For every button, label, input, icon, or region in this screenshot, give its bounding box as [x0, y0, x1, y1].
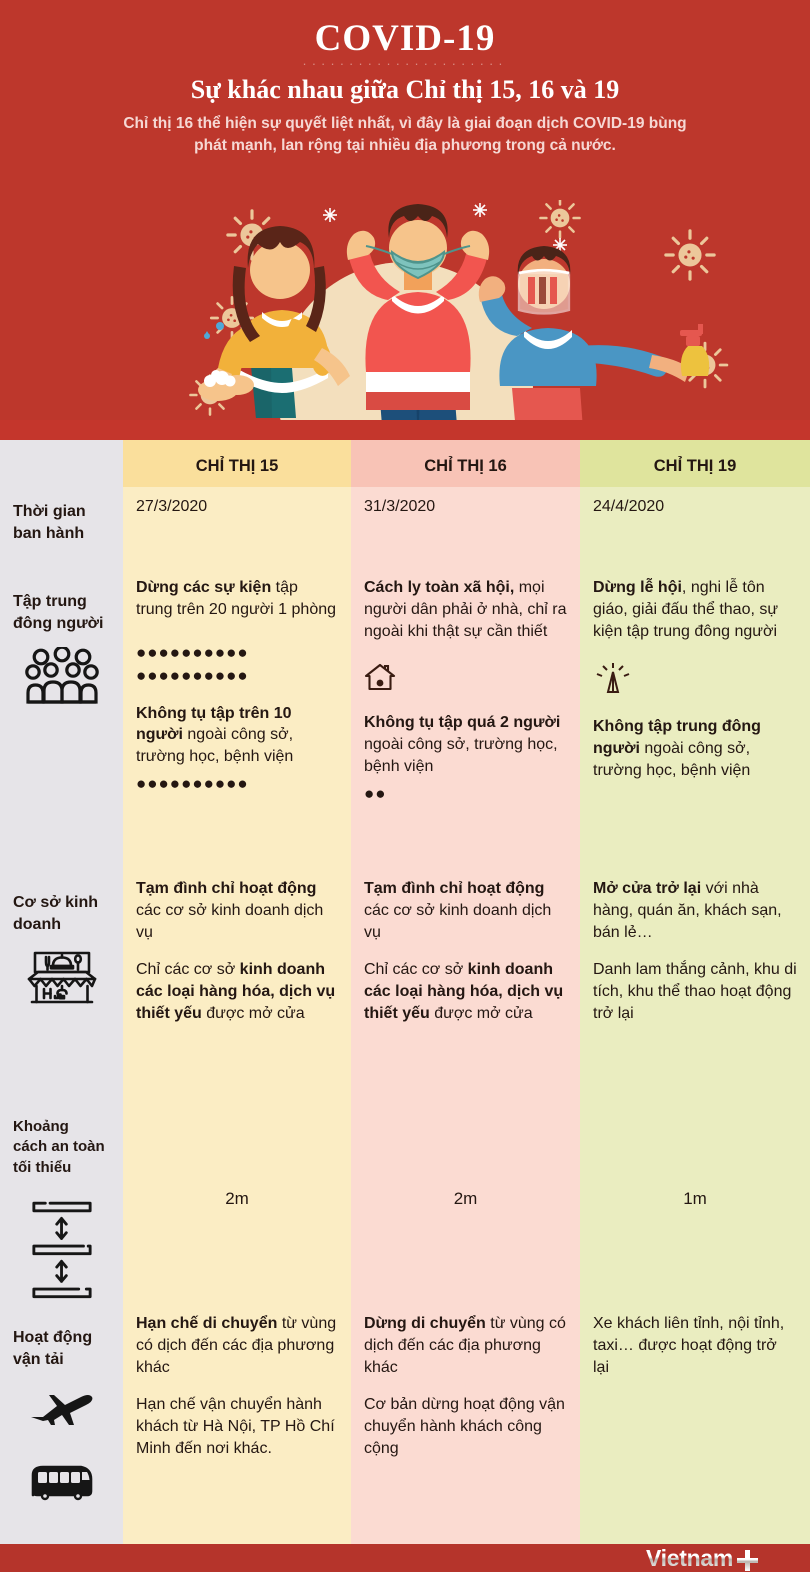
svg-text:Vietnam: Vietnam: [646, 1545, 733, 1571]
